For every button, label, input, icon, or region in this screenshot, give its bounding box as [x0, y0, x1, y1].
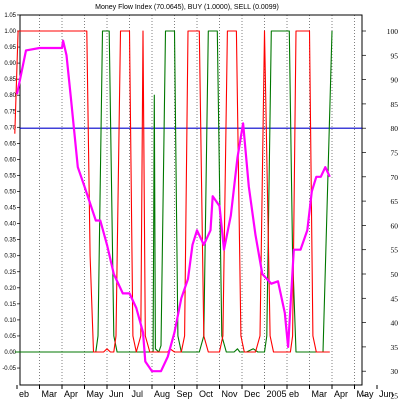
right-tick-label: 85 — [391, 100, 399, 109]
left-tick-label: 0.60 — [4, 157, 16, 163]
left-tick-label: 0.30 — [4, 254, 16, 260]
right-tick-label: 80 — [391, 124, 399, 133]
x-tick-label: 2005 — [267, 389, 287, 399]
left-tick-label: 0.50 — [4, 190, 16, 196]
right-tick-label: 55 — [391, 246, 399, 255]
right-tick-label: 25 — [391, 392, 399, 400]
right-tick-label: 40 — [391, 319, 399, 328]
right-tick-label: 35 — [391, 343, 399, 352]
x-tick-label: Nov — [222, 389, 239, 399]
x-tick-label: Jul — [132, 389, 144, 399]
left-tick-label: 1.00 — [4, 29, 16, 35]
x-tick-label: Oct — [199, 389, 214, 399]
x-tick-label: eb — [19, 389, 29, 399]
x-tick-label: Apr — [334, 389, 348, 399]
left-tick-label: 0.10 — [4, 318, 16, 324]
right-tick-label: 45 — [391, 294, 399, 303]
x-tick-label: Jun — [109, 389, 124, 399]
chart-title: Money Flow Index (70.0645), BUY (1.0000)… — [95, 4, 279, 11]
left-tick-label: 0.90 — [4, 61, 16, 67]
right-tick-label: 50 — [391, 270, 399, 279]
left-tick-label: 0.00 — [4, 350, 16, 356]
left-tick-label: 0.65 — [4, 141, 16, 147]
x-tick-label: Mar — [42, 389, 58, 399]
plot-frame — [19, 14, 363, 386]
left-tick-label: 0.40 — [4, 222, 16, 228]
buy-series-line — [14, 30, 333, 353]
left-tick-label: 0.25 — [4, 270, 16, 276]
right-tick-label: 100 — [387, 27, 399, 36]
left-tick-label: 0.45 — [4, 206, 16, 212]
mfi-series-line — [15, 39, 331, 373]
sell-series-line — [14, 30, 330, 353]
x-tick-label: Mar — [312, 389, 328, 399]
left-tick-label: 0.35 — [4, 238, 16, 244]
x-tick-label: Apr — [64, 389, 78, 399]
right-tick-label: 70 — [391, 173, 399, 182]
right-tick-label: 75 — [391, 149, 399, 158]
left-tick-label: 0.80 — [4, 93, 16, 99]
left-tick-label: 0.70 — [4, 125, 16, 131]
left-tick-label: 0.55 — [4, 173, 16, 179]
left-tick-label: 0.05 — [4, 334, 16, 340]
x-tick-label: Sep — [177, 389, 193, 399]
right-tick-label: 90 — [391, 76, 399, 85]
x-tick-label: May — [357, 389, 375, 399]
x-tick-label: Dec — [244, 389, 261, 399]
left-tick-label: 0.20 — [4, 286, 16, 292]
right-tick-label: 95 — [391, 51, 399, 60]
x-tick-label: Jun — [379, 389, 394, 399]
left-tick-label: 0.85 — [4, 77, 16, 83]
left-tick-label: 0.75 — [4, 109, 16, 115]
right-tick-label: 65 — [391, 197, 399, 206]
left-tick-label: 0.95 — [4, 45, 16, 51]
x-tick-label: Aug — [154, 389, 170, 399]
x-tick-label: May — [87, 389, 105, 399]
right-tick-label: 60 — [391, 221, 399, 230]
left-tick-label: 0.15 — [4, 302, 16, 308]
x-tick-label: eb — [289, 389, 299, 399]
right-tick-label: 30 — [391, 367, 399, 376]
left-tick-label: -0.05 — [2, 366, 16, 372]
left-tick-label: 1.05 — [4, 13, 16, 19]
